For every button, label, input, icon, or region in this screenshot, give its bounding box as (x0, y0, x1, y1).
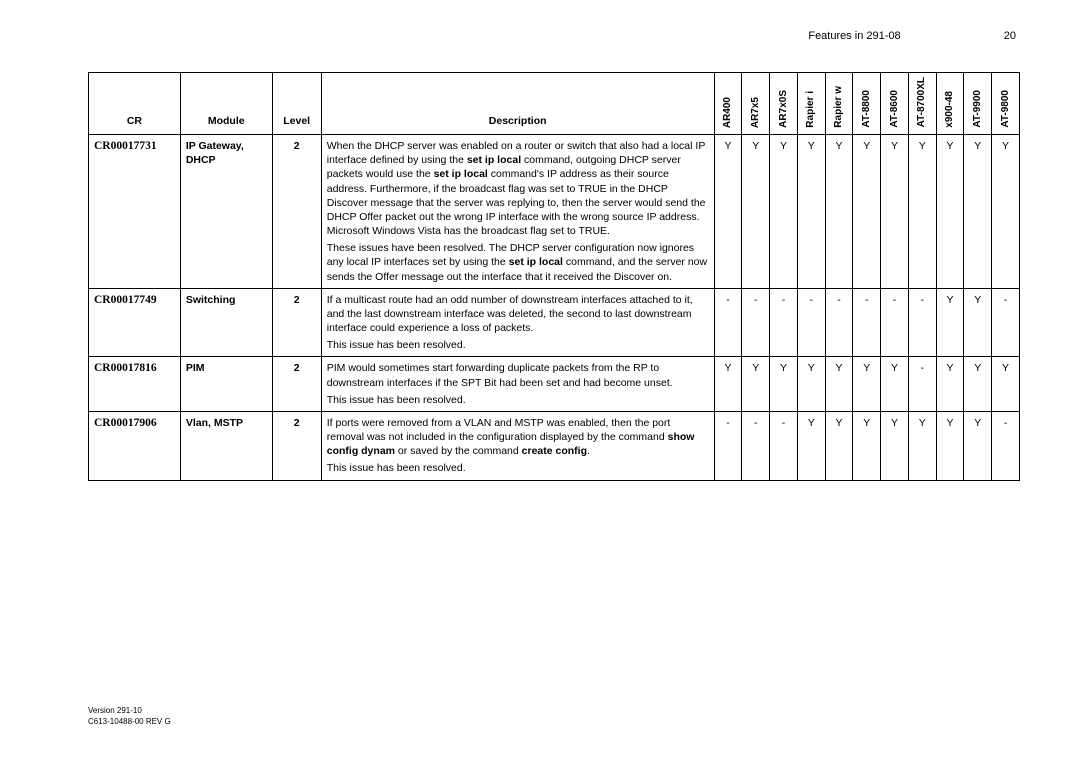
cell-product: Y (964, 288, 992, 357)
header-title: Features in 291-08 (808, 30, 900, 42)
cell-product: Y (853, 411, 881, 480)
cell-product: Y (853, 357, 881, 412)
cell-product: Y (797, 411, 825, 480)
table-row: CR00017731IP Gateway, DHCP2When the DHCP… (89, 135, 1020, 289)
cell-module: Switching (180, 288, 272, 357)
cell-product: - (853, 288, 881, 357)
cell-product: Y (992, 135, 1020, 289)
cell-product: Y (936, 288, 964, 357)
cell-description: If ports were removed from a VLAN and MS… (321, 411, 714, 480)
cell-product: Y (714, 135, 742, 289)
footer-docnum: C613-10488-00 REV G (88, 717, 171, 727)
cell-module: Vlan, MSTP (180, 411, 272, 480)
cell-product: - (742, 288, 770, 357)
cell-product: - (992, 411, 1020, 480)
col-product: AR400 (714, 73, 742, 135)
cell-cr: CR00017906 (89, 411, 181, 480)
table-row: CR00017749Switching2If a multicast route… (89, 288, 1020, 357)
cell-product: - (908, 288, 936, 357)
col-product: AR7x5 (742, 73, 770, 135)
cell-product: Y (881, 411, 909, 480)
col-product: AR7x0S (770, 73, 798, 135)
cell-product: Y (908, 135, 936, 289)
col-product: Rapier i (797, 73, 825, 135)
features-table: CR Module Level Description AR400 AR7x5 … (88, 72, 1020, 481)
cell-product: Y (853, 135, 881, 289)
cell-product: Y (797, 135, 825, 289)
cell-module: PIM (180, 357, 272, 412)
header-page-number: 20 (1004, 30, 1016, 42)
cell-description: PIM would sometimes start forwarding dup… (321, 357, 714, 412)
cell-product: - (742, 411, 770, 480)
footer-version: Version 291-10 (88, 706, 171, 716)
col-product: AT-8600 (881, 73, 909, 135)
cell-product: - (992, 288, 1020, 357)
col-product: x900-48 (936, 73, 964, 135)
cell-level: 2 (272, 288, 321, 357)
cell-cr: CR00017749 (89, 288, 181, 357)
col-description: Description (321, 73, 714, 135)
cell-cr: CR00017731 (89, 135, 181, 289)
table-header-row: CR Module Level Description AR400 AR7x5 … (89, 73, 1020, 135)
cell-product: - (714, 288, 742, 357)
cell-product: - (770, 411, 798, 480)
cell-product: Y (797, 357, 825, 412)
cell-cr: CR00017816 (89, 357, 181, 412)
table-row: CR00017816PIM2PIM would sometimes start … (89, 357, 1020, 412)
cell-product: - (908, 357, 936, 412)
col-cr: CR (89, 73, 181, 135)
col-module: Module (180, 73, 272, 135)
cell-product: - (714, 411, 742, 480)
cell-product: - (825, 288, 853, 357)
cell-product: Y (936, 411, 964, 480)
cell-description: When the DHCP server was enabled on a ro… (321, 135, 714, 289)
cell-product: Y (825, 135, 853, 289)
col-product: Rapier w (825, 73, 853, 135)
col-product: AT-9800 (992, 73, 1020, 135)
cell-product: - (881, 288, 909, 357)
cell-description: If a multicast route had an odd number o… (321, 288, 714, 357)
cell-product: Y (936, 357, 964, 412)
cell-product: Y (881, 135, 909, 289)
cell-product: Y (742, 357, 770, 412)
page-header: Features in 291-08 20 (88, 30, 1020, 42)
cell-product: Y (825, 357, 853, 412)
cell-level: 2 (272, 135, 321, 289)
table-row: CR00017906Vlan, MSTP2If ports were remov… (89, 411, 1020, 480)
col-level: Level (272, 73, 321, 135)
col-product: AT-8800 (853, 73, 881, 135)
cell-product: Y (992, 357, 1020, 412)
cell-product: Y (936, 135, 964, 289)
page-footer: Version 291-10 C613-10488-00 REV G (88, 706, 171, 727)
cell-product: Y (881, 357, 909, 412)
cell-product: - (797, 288, 825, 357)
cell-product: Y (770, 135, 798, 289)
cell-level: 2 (272, 411, 321, 480)
cell-product: Y (742, 135, 770, 289)
cell-product: Y (964, 411, 992, 480)
cell-module: IP Gateway, DHCP (180, 135, 272, 289)
col-product: AT-9900 (964, 73, 992, 135)
cell-product: - (770, 288, 798, 357)
cell-level: 2 (272, 357, 321, 412)
cell-product: Y (714, 357, 742, 412)
cell-product: Y (964, 357, 992, 412)
cell-product: Y (770, 357, 798, 412)
col-product: AT-8700XL (908, 73, 936, 135)
cell-product: Y (908, 411, 936, 480)
cell-product: Y (964, 135, 992, 289)
cell-product: Y (825, 411, 853, 480)
